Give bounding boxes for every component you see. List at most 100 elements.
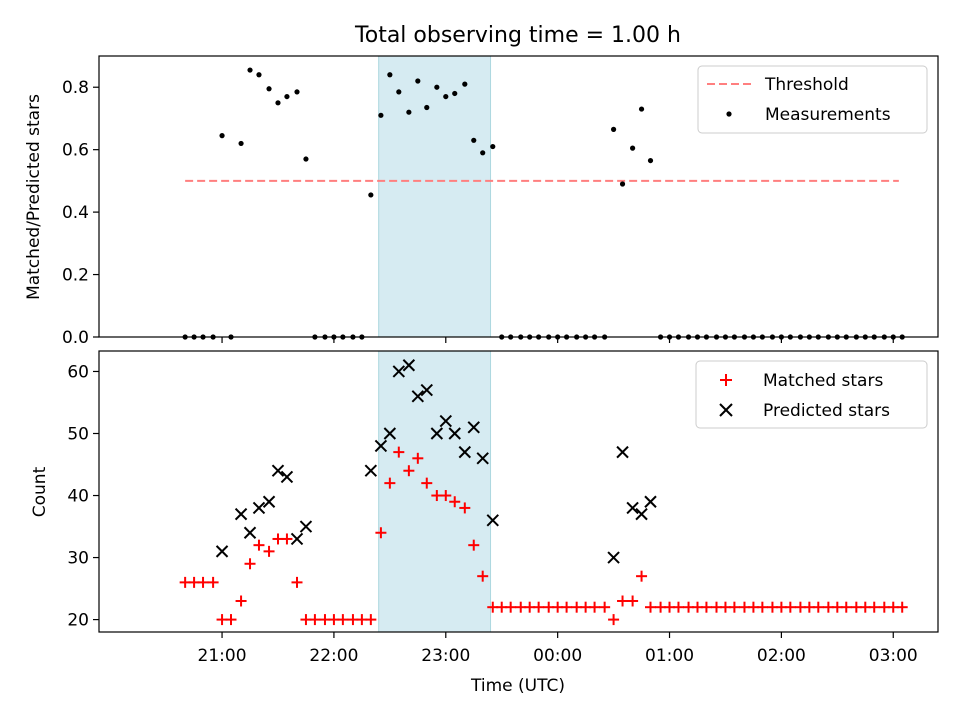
matched-stars-point: [756, 601, 768, 613]
count-panel-frame: [98, 350, 939, 633]
matched-stars-point: [440, 490, 452, 502]
measurement-point: [247, 67, 253, 73]
measurement-point: [462, 81, 468, 87]
measurement-point: [256, 72, 262, 78]
measurement-point: [387, 72, 393, 78]
measurement-point: [424, 104, 430, 111]
matched-stars-point: [617, 595, 629, 607]
ratio-y-tick-label: 0.8: [62, 78, 89, 98]
chart-title: Total observing time = 1.00 h: [354, 23, 681, 48]
x-tick-label: 22:00: [309, 646, 358, 666]
matched-stars-point: [244, 558, 256, 570]
matched-stars-point: [337, 614, 349, 626]
ratio-legend: Threshold Measurements: [697, 65, 928, 134]
measurement-point: [490, 143, 496, 150]
predicted-stars-point: [486, 514, 499, 527]
measurement-point: [638, 106, 645, 112]
matched-stars-point: [365, 614, 377, 626]
predicted-stars-point: [290, 532, 304, 546]
measurement-point: [619, 181, 626, 187]
matched-stars-point: [636, 570, 648, 582]
predicted-stars-point: [364, 464, 378, 477]
predicted-stars-point: [616, 445, 629, 459]
measurement-point: [368, 192, 374, 198]
x-tick-label: 00:00: [533, 646, 582, 666]
matched-stars-point: [627, 595, 639, 607]
matched-stars-point: [309, 614, 321, 626]
count-y-tick-label: 60: [67, 362, 89, 382]
count-legend: Matched stars Predicted stars: [695, 360, 928, 429]
matched-stars-point: [840, 601, 852, 613]
predicted-stars-point: [299, 520, 313, 533]
matched-stars-point: [263, 545, 275, 557]
matched-stars-point: [672, 601, 684, 613]
matched-stars-point: [412, 452, 424, 464]
matched-stars-point: [728, 601, 740, 613]
matched-stars-point: [784, 601, 796, 613]
matched-stars-point: [291, 576, 303, 588]
predicted-stars-point: [430, 427, 444, 440]
x-tick-label: 23:00: [421, 646, 470, 666]
matched-stars-point: [700, 601, 712, 613]
predicted-stars-point: [458, 445, 472, 459]
ratio-panel-frame: [98, 55, 939, 338]
predicted-stars-point: [626, 501, 639, 515]
matched-stars-point: [459, 502, 471, 514]
predicted-stars-point: [262, 495, 276, 508]
matched-stars-point: [403, 465, 415, 477]
measurement-point: [406, 109, 412, 115]
predicted-legend-label: Predicted stars: [763, 401, 890, 421]
observing-window-band: [378, 350, 492, 633]
predicted-stars-point: [635, 507, 648, 521]
predicted-stars-point: [271, 464, 285, 477]
measurement-point: [219, 133, 225, 139]
measurement-point: [294, 89, 300, 95]
measurement-point: [434, 84, 440, 90]
predicted-stars-point: [644, 495, 657, 508]
matched-stars-point: [197, 576, 209, 588]
predicted-stars-point: [448, 427, 461, 440]
x-tick-label: 03:00: [869, 646, 918, 666]
predicted-stars-point: [439, 414, 452, 428]
matched-stars-point: [868, 601, 880, 613]
measurements-legend-label: Measurements: [765, 105, 891, 125]
predicted-stars-point: [374, 439, 388, 453]
measurement-point: [238, 140, 244, 147]
measurement-point: [471, 137, 477, 143]
predicted-stars-point: [476, 452, 489, 465]
ratio-legend-box: [697, 65, 928, 134]
predicted-stars-point: [392, 365, 406, 378]
ratio-y-tick-label: 0.6: [62, 141, 89, 161]
predicted-stars-point: [215, 545, 229, 558]
matched-stars-point: [449, 496, 461, 508]
count-y-tick-label: 20: [67, 611, 89, 631]
x-tick-label: 21:00: [198, 646, 247, 666]
matched-stars-point: [207, 576, 219, 588]
predicted-stars-point: [402, 359, 416, 372]
matched-stars-point: [281, 533, 293, 545]
predicted-stars-point: [280, 470, 294, 484]
measurement-point: [647, 157, 654, 164]
threshold-legend-label: Threshold: [764, 75, 849, 95]
predicted-stars-point: [234, 507, 248, 521]
matched-stars-point: [235, 595, 247, 607]
ratio-y-axis-label: Matched/Predicted stars: [24, 94, 44, 300]
predicted-stars-point: [467, 421, 480, 434]
x-tick-label: 02:00: [757, 646, 806, 666]
matched-stars-point: [812, 601, 824, 613]
measurement-point: [452, 90, 458, 97]
count-y-tick-label: 30: [67, 549, 89, 569]
ratio-panel: 0.00.20.40.60.8 Matched/Predicted stars …: [24, 55, 939, 348]
observing-window-band: [378, 55, 492, 338]
measurement-point: [480, 150, 486, 156]
measurement-point: [415, 78, 421, 84]
measurement-point: [275, 100, 281, 106]
x-axis-label: Time (UTC): [470, 676, 565, 696]
matched-stars-point: [533, 601, 545, 613]
matched-stars-point: [589, 601, 601, 613]
matched-stars-point: [896, 601, 908, 613]
count-panel: 20 30 40 50 60 21:00 22:00 23:00 00:00 01:00 02:0…: [30, 350, 939, 696]
matched-stars-point: [375, 527, 387, 539]
x-tick-label: 01:00: [645, 646, 694, 666]
